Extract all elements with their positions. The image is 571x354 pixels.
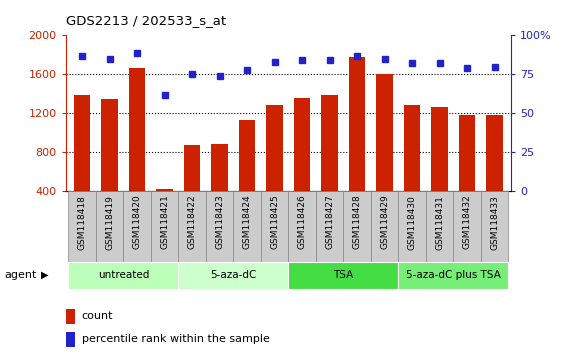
Bar	[102, 99, 118, 191]
Text: TSA: TSA	[333, 270, 353, 280]
Bar	[96, 191, 123, 262]
Text: GSM118429: GSM118429	[380, 195, 389, 250]
Text: GSM118432: GSM118432	[463, 195, 472, 250]
Bar	[156, 189, 173, 191]
Bar	[288, 191, 316, 262]
Bar	[349, 57, 365, 191]
Bar	[74, 95, 90, 191]
Text: GSM118420: GSM118420	[132, 195, 142, 250]
Bar	[211, 144, 228, 191]
Bar	[481, 191, 508, 262]
Bar	[459, 115, 475, 191]
Bar	[399, 262, 508, 289]
Text: GDS2213 / 202533_s_at: GDS2213 / 202533_s_at	[66, 14, 226, 27]
Bar	[66, 332, 75, 347]
Text: count: count	[82, 312, 113, 321]
Text: GSM118431: GSM118431	[435, 195, 444, 250]
Bar	[66, 309, 75, 324]
Text: 5-aza-dC plus TSA: 5-aza-dC plus TSA	[406, 270, 501, 280]
Bar	[151, 191, 178, 262]
Text: ▶: ▶	[41, 270, 49, 280]
Text: GSM118422: GSM118422	[188, 195, 196, 249]
Bar	[178, 262, 288, 289]
Bar	[129, 68, 146, 191]
Bar	[69, 191, 96, 262]
Text: GSM118430: GSM118430	[408, 195, 417, 250]
Text: untreated: untreated	[98, 270, 149, 280]
Text: GSM118419: GSM118419	[105, 195, 114, 250]
Bar	[288, 262, 399, 289]
Text: GSM118424: GSM118424	[243, 195, 252, 249]
Bar	[399, 191, 426, 262]
Text: 5-aza-dC: 5-aza-dC	[210, 270, 256, 280]
Bar	[239, 120, 255, 191]
Bar	[486, 115, 503, 191]
Bar	[234, 191, 261, 262]
Text: GSM118426: GSM118426	[297, 195, 307, 250]
Bar	[316, 191, 343, 262]
Text: GSM118418: GSM118418	[78, 195, 87, 250]
Text: GSM118425: GSM118425	[270, 195, 279, 250]
Bar	[426, 191, 453, 262]
Text: GSM118428: GSM118428	[352, 195, 361, 250]
Bar	[178, 191, 206, 262]
Bar	[69, 262, 178, 289]
Bar	[321, 95, 338, 191]
Bar	[184, 145, 200, 191]
Bar	[294, 98, 311, 191]
Text: GSM118427: GSM118427	[325, 195, 334, 250]
Bar	[371, 191, 399, 262]
Bar	[123, 191, 151, 262]
Bar	[266, 104, 283, 191]
Bar	[206, 191, 234, 262]
Bar	[376, 74, 393, 191]
Text: GSM118423: GSM118423	[215, 195, 224, 250]
Text: agent: agent	[5, 270, 37, 280]
Bar	[343, 191, 371, 262]
Bar	[431, 107, 448, 191]
Text: GSM118433: GSM118433	[490, 195, 499, 250]
Text: GSM118421: GSM118421	[160, 195, 169, 250]
Bar	[453, 191, 481, 262]
Bar	[261, 191, 288, 262]
Text: percentile rank within the sample: percentile rank within the sample	[82, 335, 270, 344]
Bar	[404, 105, 420, 191]
